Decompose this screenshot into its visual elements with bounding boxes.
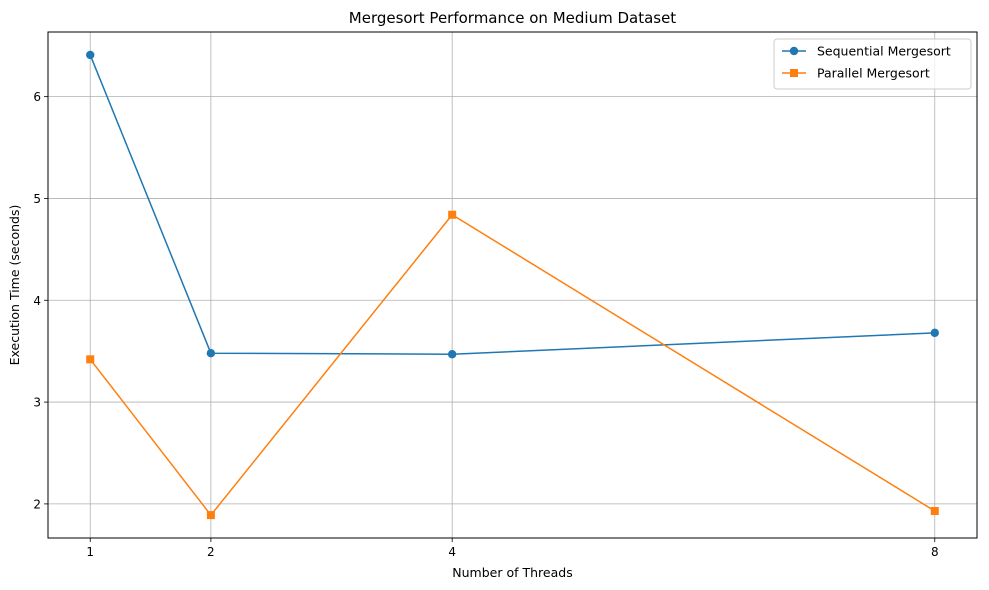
y-tick-label: 6	[33, 90, 41, 104]
x-tick-label: 8	[931, 545, 939, 559]
data-point-sequential-mergesort	[206, 349, 216, 358]
chart-title: Mergesort Performance on Medium Dataset	[349, 9, 677, 27]
grid-lines	[48, 32, 977, 538]
legend-box	[773, 38, 972, 90]
series-line-parallel-mergesort	[89, 214, 936, 516]
data-point-parallel-mergesort	[86, 355, 95, 364]
legend-marker-sequential	[789, 46, 799, 56]
legend-label-sequential: Sequential Mergesort	[817, 44, 951, 59]
legend: Sequential Mergesort Parallel Mergesort	[773, 38, 972, 90]
data-point-sequential-mergesort	[86, 50, 95, 60]
x-tick-label: 1	[86, 545, 94, 559]
x-tick-label: 4	[448, 545, 456, 559]
series-line-sequential-mergesort	[89, 54, 935, 355]
data-point-parallel-mergesort	[206, 511, 215, 520]
y-tick-label: 4	[33, 294, 41, 308]
legend-label-parallel: Parallel Mergesort	[817, 66, 930, 81]
x-axis-label: Number of Threads	[452, 565, 572, 580]
data-point-sequential-mergesort	[930, 328, 939, 338]
axis-ticks: 1 2 4 8 2 3 4 5 6	[33, 90, 938, 559]
series-layer	[86, 50, 939, 520]
y-tick-label: 2	[33, 497, 41, 511]
data-point-parallel-mergesort	[448, 210, 457, 219]
data-point-parallel-mergesort	[930, 507, 939, 516]
y-tick-label: 3	[33, 396, 41, 410]
legend-marker-parallel	[790, 69, 798, 77]
plot-area-frame	[47, 31, 978, 539]
data-point-sequential-mergesort	[447, 350, 457, 359]
x-tick-label: 2	[207, 545, 215, 559]
y-tick-label: 5	[33, 192, 41, 206]
y-axis-label: Execution Time (seconds)	[7, 205, 22, 366]
